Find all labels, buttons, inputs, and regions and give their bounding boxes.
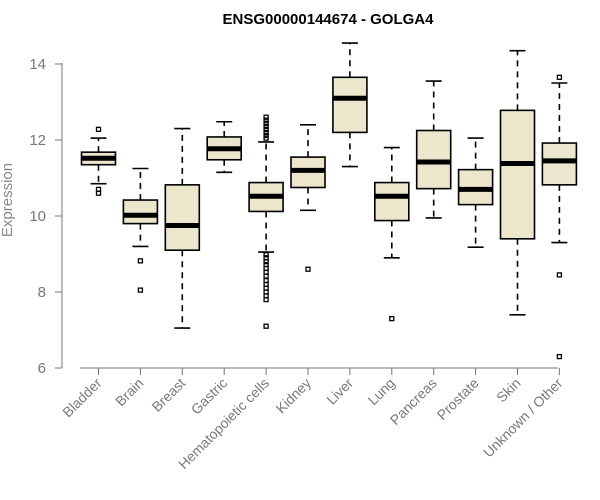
outlier-point (263, 323, 269, 329)
outlier-point (263, 123, 269, 129)
box-group (457, 137, 494, 248)
y-tick-label: 12 (29, 132, 46, 149)
box-group (80, 126, 117, 196)
outlier-point (263, 129, 269, 136)
x-tick-label: Kidney (273, 375, 315, 417)
box-group (122, 167, 159, 293)
outlier-point (263, 114, 269, 120)
box-group (373, 146, 410, 322)
outlier-point (263, 273, 269, 279)
box-group (164, 127, 201, 329)
y-tick-label: 6 (38, 360, 46, 377)
y-tick-label: 8 (38, 284, 46, 301)
outlier-point (263, 132, 269, 139)
box-group (541, 74, 578, 360)
outlier-point (263, 120, 269, 126)
y-tick-label: 14 (29, 56, 46, 73)
y-tick-label: 10 (29, 208, 46, 225)
x-tick-label: Brain (112, 375, 146, 409)
chart-title: ENSG00000144674 - GOLGA4 (223, 11, 435, 28)
box-group (248, 114, 284, 329)
outlier-point (263, 296, 269, 303)
box-group (332, 42, 368, 168)
x-tick-label: Pancreas (387, 375, 440, 428)
outlier-point (263, 258, 269, 265)
outlier-point (305, 266, 311, 272)
outlier-point (95, 190, 102, 196)
outlier-point (556, 353, 563, 360)
box-iqr (122, 199, 159, 225)
outlier-point (137, 258, 144, 264)
box-iqr (541, 142, 578, 186)
x-tick-label: Prostate (434, 375, 482, 423)
x-tick-label: Bladder (59, 375, 105, 421)
outlier-point (137, 287, 144, 293)
outlier-point (263, 135, 269, 141)
box-iqr (164, 184, 201, 251)
box-iqr (499, 109, 536, 240)
box-group (290, 124, 326, 272)
outlier-point (556, 74, 563, 80)
x-tick-label: Skin (493, 375, 524, 406)
outlier-point (556, 272, 563, 278)
box-group (499, 49, 536, 316)
x-tick-label: Lung (365, 375, 398, 408)
x-tick-label: Liver (323, 375, 356, 408)
outlier-point (263, 117, 269, 123)
box-iqr (332, 76, 368, 134)
y-axis-label: Expression (0, 163, 16, 237)
box-group (206, 120, 242, 174)
boxes (80, 42, 578, 360)
x-tick-label: Breast (148, 375, 188, 415)
box-group (415, 80, 452, 219)
x-tick-label: Unknown / Other (480, 375, 566, 461)
y-ticks: 6 8 10 12 14 (29, 56, 62, 377)
box-iqr (373, 181, 410, 222)
outlier-point (389, 315, 395, 322)
outlier-point (95, 126, 102, 133)
outlier-point (263, 252, 269, 258)
outlier-point (263, 126, 269, 133)
